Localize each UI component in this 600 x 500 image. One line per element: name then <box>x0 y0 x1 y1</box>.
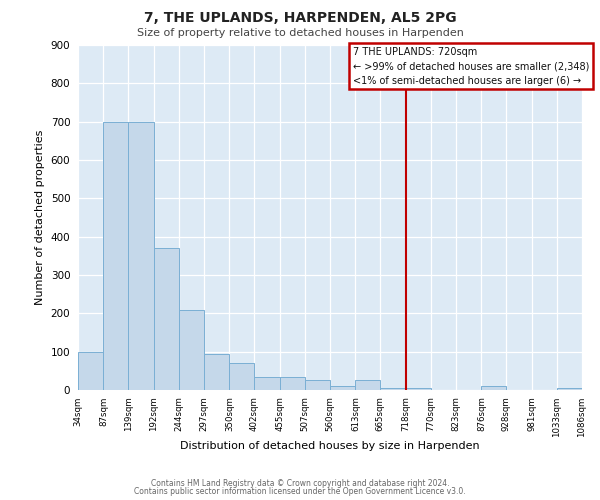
Bar <box>330 386 355 390</box>
Bar <box>204 354 229 390</box>
Text: Contains HM Land Registry data © Crown copyright and database right 2024.: Contains HM Land Registry data © Crown c… <box>151 478 449 488</box>
Bar <box>154 248 179 390</box>
Bar <box>254 376 280 390</box>
Bar <box>229 363 254 390</box>
Text: Contains public sector information licensed under the Open Government Licence v3: Contains public sector information licen… <box>134 487 466 496</box>
Text: 7, THE UPLANDS, HARPENDEN, AL5 2PG: 7, THE UPLANDS, HARPENDEN, AL5 2PG <box>143 11 457 25</box>
Bar <box>355 380 380 390</box>
Y-axis label: Number of detached properties: Number of detached properties <box>35 130 45 305</box>
Bar <box>280 376 305 390</box>
X-axis label: Distribution of detached houses by size in Harpenden: Distribution of detached houses by size … <box>180 441 480 451</box>
Bar <box>481 386 506 390</box>
Bar <box>179 310 204 390</box>
Bar <box>557 388 582 390</box>
Bar <box>305 380 330 390</box>
Bar <box>406 388 431 390</box>
Text: Size of property relative to detached houses in Harpenden: Size of property relative to detached ho… <box>137 28 463 38</box>
Bar <box>128 122 154 390</box>
Text: 7 THE UPLANDS: 720sqm
← >99% of detached houses are smaller (2,348)
<1% of semi-: 7 THE UPLANDS: 720sqm ← >99% of detached… <box>353 46 589 86</box>
Bar <box>380 388 406 390</box>
Bar <box>103 122 128 390</box>
Bar <box>78 352 103 390</box>
